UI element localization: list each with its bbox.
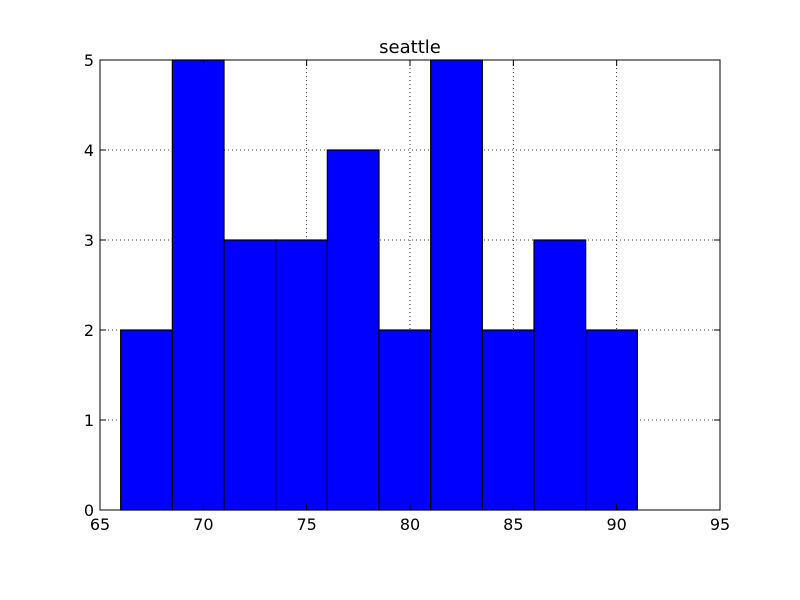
histogram-bar <box>171 59 225 511</box>
x-tick-label: 90 <box>606 515 626 534</box>
histogram-bar <box>430 59 483 511</box>
x-tick-label: 70 <box>193 515 213 534</box>
histogram-bar <box>326 149 380 511</box>
y-tick-label: 4 <box>84 141 94 160</box>
histogram-bar <box>378 329 432 511</box>
histogram-bar <box>223 239 277 511</box>
ticks <box>99 59 721 511</box>
y-tick-label: 0 <box>84 501 94 520</box>
histogram-bar <box>585 329 638 511</box>
histogram-bar <box>275 239 328 511</box>
y-tick-label: 1 <box>84 411 94 430</box>
x-tick-label: 80 <box>400 515 420 534</box>
y-tick-label: 3 <box>84 231 94 250</box>
histogram-bar <box>120 329 173 511</box>
x-tick-label: 65 <box>90 515 110 534</box>
y-tick-labels: 0 1 2 3 4 5 <box>84 51 94 520</box>
x-tick-label: 75 <box>296 515 316 534</box>
bars <box>120 59 638 511</box>
chart-title: seattle <box>379 37 441 58</box>
x-tick-label: 95 <box>710 515 730 534</box>
x-tick-label: 85 <box>503 515 523 534</box>
y-tick-label: 2 <box>84 321 94 340</box>
y-tick-label: 5 <box>84 51 94 70</box>
x-tick-labels: 65 70 75 80 85 90 95 <box>90 515 730 534</box>
histogram-bar <box>533 239 587 511</box>
histogram-bar <box>481 329 535 511</box>
